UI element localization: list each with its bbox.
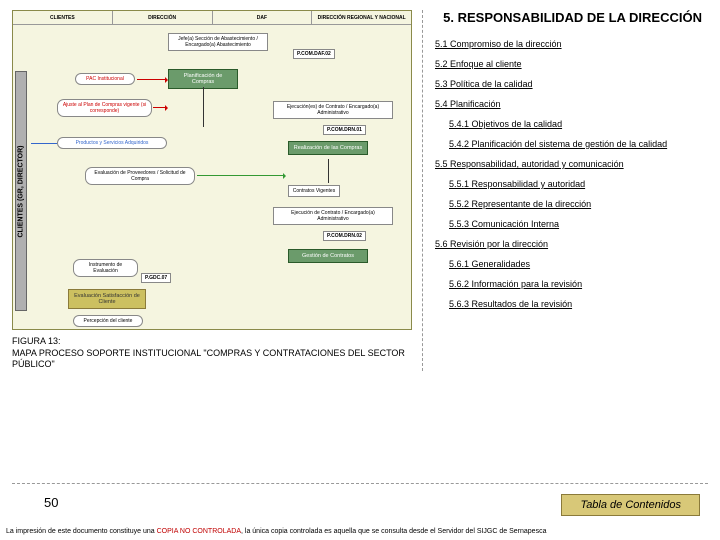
toc-item-5-5-3[interactable]: 5.5.3 Comunicación Interna [449, 219, 702, 229]
diagram-pill-eval: Evaluación de Proveedores / Solicitud de… [85, 167, 195, 185]
toc-item-5-4[interactable]: 5.4 Planificación [435, 99, 702, 109]
diagram-tag-4: P.GDC.07 [141, 273, 171, 283]
toc-item-5-5-1[interactable]: 5.5.1 Responsabilidad y autoridad [449, 179, 702, 189]
toc-item-5-4-2[interactable]: 5.4.2 Planificación del sistema de gesti… [449, 139, 702, 149]
toc-item-5-6-1[interactable]: 5.6.1 Generalidades [449, 259, 702, 269]
diagram-green-satisfaccion: Evaluación Satisfacción de Cliente [68, 289, 146, 309]
diagram-green-gestion: Gestión de Contratos [288, 249, 368, 263]
diagram-pill-instrumento: Instrumento de Evaluación [73, 259, 138, 277]
diagram-green-realizacion: Realización de las Compras [288, 141, 368, 155]
toc-item-5-2[interactable]: 5.2 Enfoque al cliente [435, 59, 702, 69]
diagram-header-daf: DAF [213, 11, 313, 24]
diagram-green-plan: Planificación de Compras [168, 69, 238, 89]
diagram-vertical-label: CLIENTES (GR, DIRECTOR) [15, 71, 27, 311]
arrow [137, 79, 167, 80]
disclaimer: La impresión de este documento constituy… [6, 528, 714, 536]
toc-item-5-1[interactable]: 5.1 Compromiso de la dirección [435, 39, 702, 49]
toc-item-5-4-1[interactable]: 5.4.1 Objetivos de la calidad [449, 119, 702, 129]
diagram-header-direccion: DIRECCIÓN [113, 11, 213, 24]
diagram-white-ejec1: Ejecución(es) de Contrato / Encargado(a)… [273, 101, 393, 119]
arrow [328, 159, 329, 183]
toc-button[interactable]: Tabla de Contenidos [561, 494, 700, 516]
toc-item-5-5[interactable]: 5.5 Responsabilidad, autoridad y comunic… [435, 159, 702, 169]
diagram-pill-productos: Productos y Servicios Adquiridos [57, 137, 167, 149]
diagram-pill-ajuste: Ajuste al Plan de Compras vigente (si co… [57, 99, 152, 117]
page-number: 50 [44, 495, 58, 510]
arrow [203, 87, 204, 127]
diagram-pill-pac: PAC Institucional [75, 73, 135, 85]
diagram-header-regional: DIRECCIÓN REGIONAL Y NACIONAL [312, 11, 411, 24]
toc-item-5-6[interactable]: 5.6 Revisión por la dirección [435, 239, 702, 249]
toc-item-5-5-2[interactable]: 5.5.2 Representante de la dirección [449, 199, 702, 209]
toc-item-5-6-3[interactable]: 5.6.3 Resultados de la revisión [449, 299, 702, 309]
arrow [153, 107, 167, 108]
arrow [31, 143, 57, 144]
diagram-white-contratos: Contratos Vigentes [288, 185, 340, 197]
footer-divider [12, 483, 708, 484]
diagram-tag-3: P.COM.DRN.02 [323, 231, 366, 241]
figure-caption: FIGURA 13: MAPA PROCESO SOPORTE INSTITUC… [12, 336, 422, 371]
diagram-role-top: Jefe(a) Sección de Abastecimiento / Enca… [168, 33, 268, 51]
diagram-tag-1: P.COM.DAF.02 [293, 49, 335, 59]
toc-item-5-6-2[interactable]: 5.6.2 Información para la revisión [449, 279, 702, 289]
section-title: 5. RESPONSABILIDAD DE LA DIRECCIÓN [435, 10, 702, 25]
diagram-header-clientes: CLIENTES [13, 11, 113, 24]
toc-item-5-3[interactable]: 5.3 Política de la calidad [435, 79, 702, 89]
diagram-tag-2: P.COM.DRN.01 [323, 125, 366, 135]
arrow [197, 175, 285, 176]
process-diagram: CLIENTES DIRECCIÓN DAF DIRECCIÓN REGIONA… [12, 10, 412, 330]
diagram-white-ejec2: Ejecución de Contrato / Encargado(a) Adm… [273, 207, 393, 225]
diagram-pill-percepcion: Percepción del cliente [73, 315, 143, 327]
